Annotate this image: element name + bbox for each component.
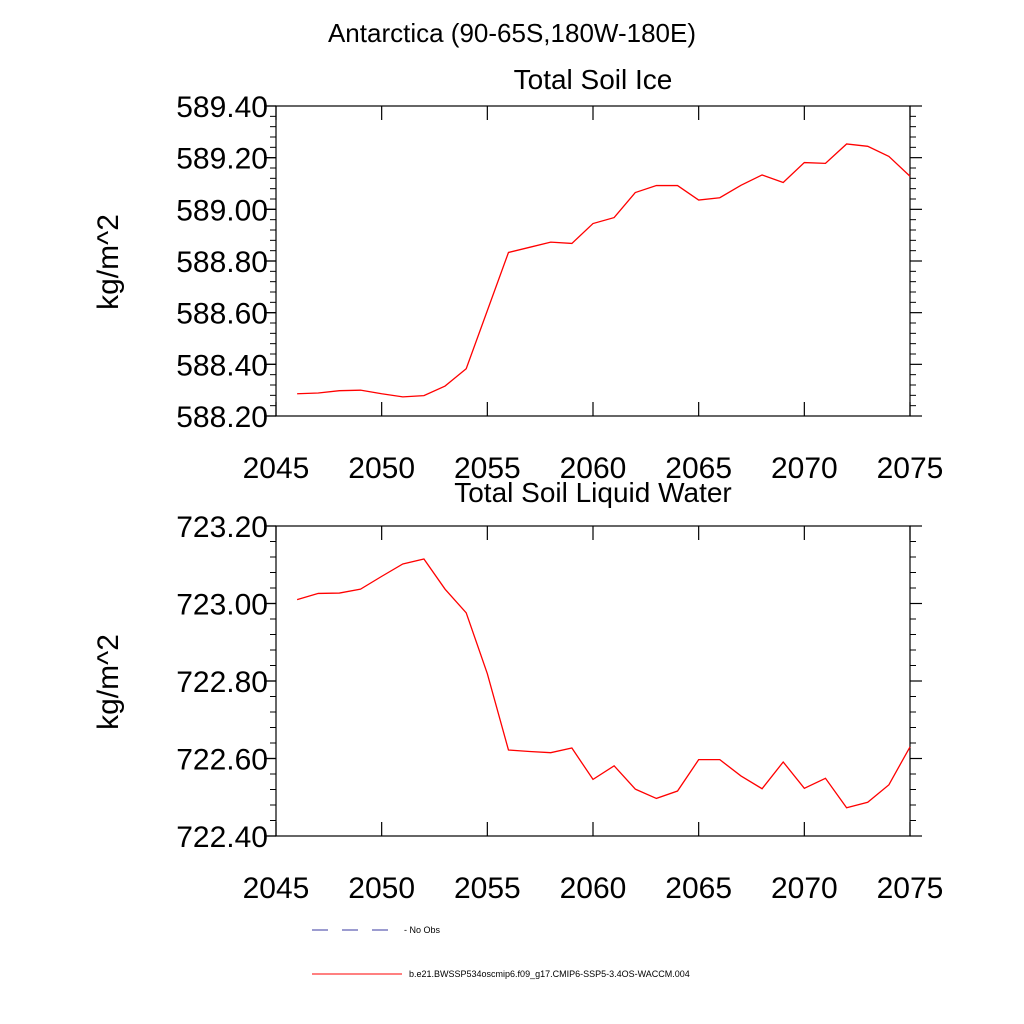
x-tick-label: 2070 [771,452,838,485]
legend: - No Obs b.e21.BWSSP534oscmip6.f09_g17.CM… [312,925,690,979]
chart-title: Total Soil Liquid Water [454,477,732,508]
y-tick-label: 723.20 [176,511,268,544]
figure-title: Antarctica (90-65S,180W-180E) [328,18,696,48]
legend-label: - No Obs [404,925,441,935]
chart-panel-1: Total Soil Ice kg/m^2 2045 2050 2055 2060 2065… [92,64,943,485]
x-tick-label: 2055 [454,872,521,905]
y-tick-label: 589.00 [176,194,268,227]
y-tick-label: 722.80 [176,666,268,699]
chart-panel-2: Total Soil Liquid Water kg/m^2 2045 2050 205… [92,477,943,905]
chart-title: Total Soil Ice [514,64,673,95]
x-tick-label: 2055 [454,452,521,485]
plot-frame [275,525,911,837]
y-axis-label: kg/m^2 [92,214,125,310]
y-tick-label: 722.60 [176,744,268,777]
x-tick-label: 2065 [665,872,732,905]
y-tick-label: 588.20 [176,401,268,434]
x-tick-label: 2075 [877,872,944,905]
x-tick-label: 2075 [877,452,944,485]
x-tick-label: 2060 [560,452,627,485]
x-tick-label: 2070 [771,872,838,905]
plot-frame [275,105,911,417]
x-tick-label: 2060 [560,872,627,905]
x-tick-label: 2045 [243,872,310,905]
y-tick-label: 588.60 [176,298,268,331]
y-tick-label: 589.40 [176,91,268,124]
y-tick-label: 588.80 [176,246,268,279]
y-tick-label: 589.20 [176,143,268,176]
x-tick-label: 2050 [348,872,415,905]
x-tick-label: 2045 [243,452,310,485]
legend-label: b.e21.BWSSP534oscmip6.f09_g17.CMIP6-SSP5… [409,969,690,979]
y-tick-label: 722.40 [176,821,268,854]
series-line [296,558,911,809]
x-tick-label: 2065 [665,452,732,485]
series-line [297,143,911,398]
x-tick-label: 2050 [348,452,415,485]
y-tick-label: 723.00 [176,589,268,622]
y-tick-label: 588.40 [176,349,268,382]
y-axis-label: kg/m^2 [92,634,125,730]
